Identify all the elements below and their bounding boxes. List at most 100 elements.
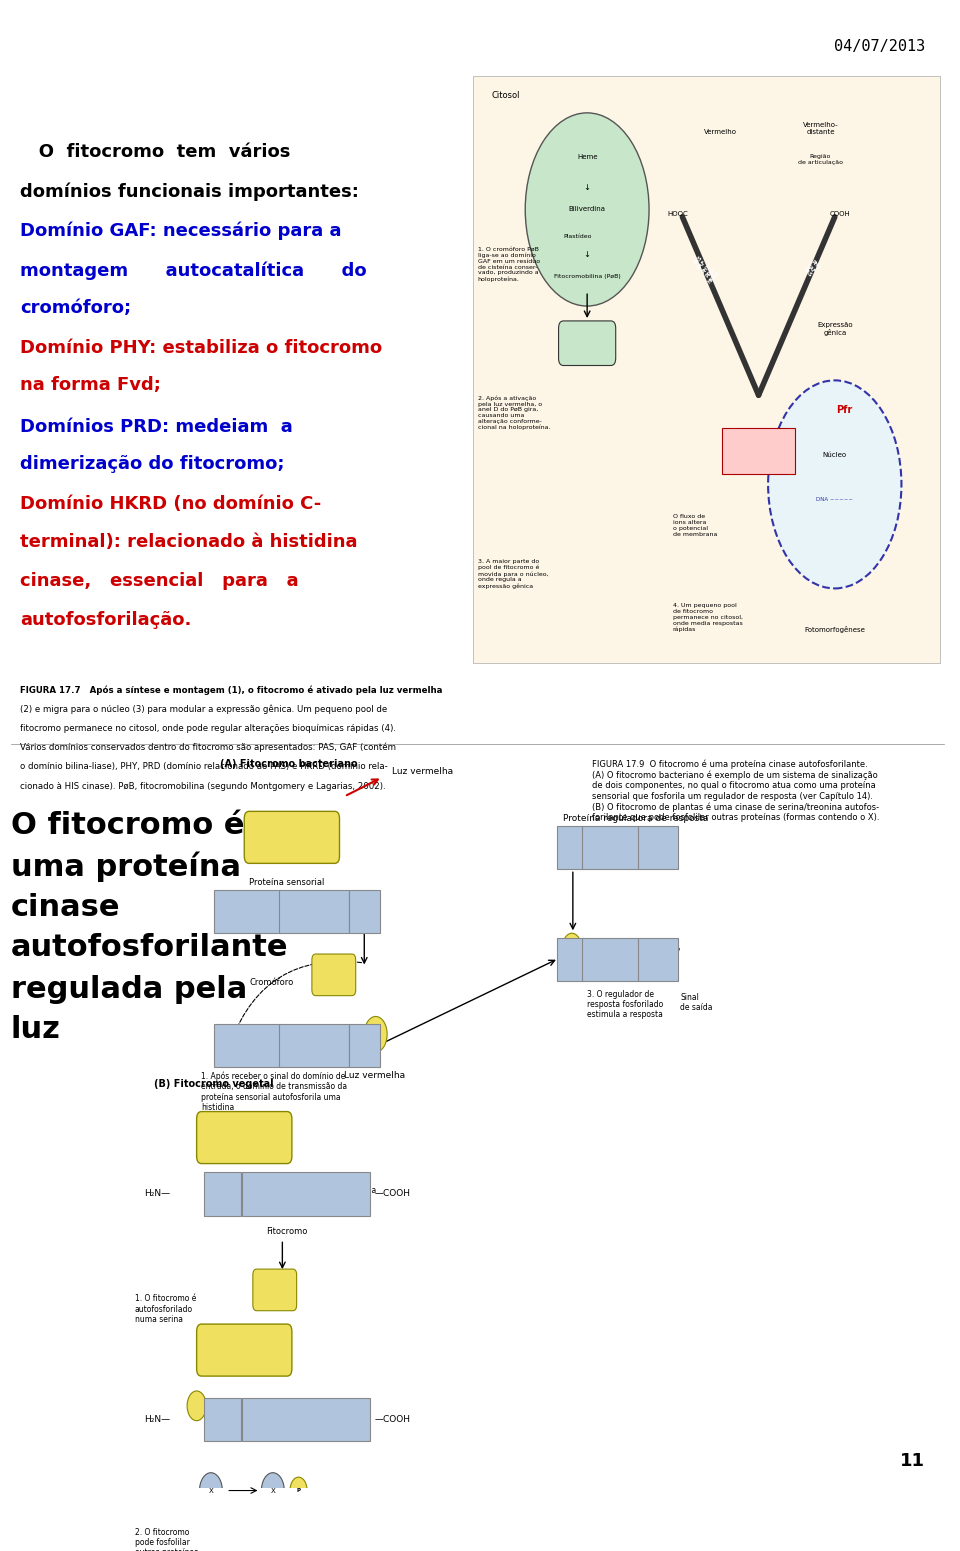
Text: Domínio PHY: estabiliza o fitocromo: Domínio PHY: estabiliza o fitocromo (20, 338, 383, 357)
FancyBboxPatch shape (244, 811, 340, 864)
FancyBboxPatch shape (637, 938, 678, 980)
Text: P: P (297, 1487, 300, 1494)
Circle shape (187, 1391, 206, 1421)
Text: regulada pela: regulada pela (11, 976, 247, 1003)
Text: na forma Fvd;: na forma Fvd; (20, 375, 161, 394)
Text: Asp: Asp (564, 842, 578, 851)
FancyBboxPatch shape (214, 1024, 279, 1067)
Text: Heme: Heme (577, 155, 597, 160)
Text: Cromóforo: Cromóforo (222, 1134, 266, 1143)
Text: ↓: ↓ (584, 183, 590, 192)
Text: ATP: ATP (268, 1286, 281, 1295)
Text: Plastídeo: Plastídeo (564, 234, 591, 239)
Text: Entrada: Entrada (231, 1041, 262, 1048)
Text: Pr: Pr (754, 447, 764, 456)
FancyBboxPatch shape (557, 938, 585, 980)
Text: (2) e migra para o núcleo (3) para modular a expressão gênica. Um pequeno pool d: (2) e migra para o núcleo (3) para modul… (20, 704, 388, 713)
Text: Fitocromobilina (PøB): Fitocromobilina (PøB) (554, 275, 620, 279)
Text: H₂N—: H₂N— (144, 1188, 170, 1197)
Text: Domínios PRD: medeiam  a: Domínios PRD: medeiam a (20, 417, 293, 436)
Text: DNA ~~~~~: DNA ~~~~~ (816, 496, 853, 503)
Text: Expressão
gênica: Expressão gênica (817, 321, 852, 335)
FancyBboxPatch shape (557, 827, 585, 869)
Text: H₂N—: H₂N— (144, 1415, 170, 1424)
Text: 2. Após a ativação
pela luz vermelha, o
anel D do PøB gira,
causando uma
alteraç: 2. Após a ativação pela luz vermelha, o … (478, 396, 550, 430)
Text: montagem      autocatalítica      do: montagem autocatalítica do (20, 262, 367, 281)
Text: X: X (208, 1487, 213, 1494)
Text: ATP: ATP (326, 971, 341, 979)
Text: Núcleo: Núcleo (823, 451, 847, 458)
Circle shape (563, 934, 582, 963)
Text: 3. A maior parte do
pool de fitocromo é
movida para o núcleo,
onde regula a
expr: 3. A maior parte do pool de fitocromo é … (478, 558, 548, 589)
FancyBboxPatch shape (349, 890, 379, 934)
Circle shape (261, 1473, 284, 1509)
Text: P: P (569, 946, 574, 951)
FancyBboxPatch shape (473, 76, 940, 662)
Text: His: His (358, 1041, 371, 1048)
Text: O fitocromo é: O fitocromo é (11, 811, 245, 841)
FancyBboxPatch shape (242, 1399, 370, 1441)
Text: (A) Fitocromo bacteriano: (A) Fitocromo bacteriano (221, 760, 358, 769)
Text: terminal): relacionado à histidina: terminal): relacionado à histidina (20, 534, 358, 552)
Text: uma proteína: uma proteína (11, 851, 241, 883)
Text: Luz vermelha: Luz vermelha (345, 1072, 405, 1081)
Text: Domínio de cinase: Domínio de cinase (267, 1188, 346, 1197)
Text: 2. A proteína sensorial fosforilada
fosforila o regulador de resposta na
posição: 2. A proteína sensorial fosforilada fosf… (239, 1176, 376, 1205)
Circle shape (768, 380, 901, 588)
Text: cromóforo;: cromóforo; (20, 299, 132, 316)
Text: cionado à HIS cinase). PøB, fitocromobilina (segundo Montgomery e Lagarias, 2002: cionado à HIS cinase). PøB, fitocromobil… (20, 782, 386, 791)
Text: Asp: Asp (564, 954, 578, 963)
FancyBboxPatch shape (204, 1173, 241, 1216)
FancyBboxPatch shape (252, 1269, 297, 1311)
Text: 2. O fitocromo
pode fosfolilar
outras proteínas: 2. O fitocromo pode fosfolilar outras pr… (134, 1528, 198, 1551)
Text: o domínio bilina-liase), PHY, PRD (domínio relacionado ao PAS) e HKRD (domínio r: o domínio bilina-liase), PHY, PRD (domín… (20, 762, 388, 771)
Circle shape (290, 1477, 307, 1504)
Text: (B) Fitocromo vegetal: (B) Fitocromo vegetal (154, 1079, 274, 1089)
Text: Ser: Ser (216, 1415, 230, 1424)
Text: Domínio de cinase: Domínio de cinase (267, 1415, 346, 1424)
Text: HOOC: HOOC (667, 211, 688, 217)
Circle shape (364, 1016, 387, 1052)
Text: Fitocromo: Fitocromo (267, 1227, 308, 1236)
Text: 1. Após receber o sinal do domínio de
entrada, o domínio de transmissão da
prote: 1. Após receber o sinal do domínio de en… (202, 1072, 348, 1112)
FancyBboxPatch shape (349, 1024, 379, 1067)
Text: PHY
GAF
PAS: PHY GAF PAS (801, 259, 821, 279)
Text: Vermelho-
distante: Vermelho- distante (803, 123, 838, 135)
Text: Cromóforo: Cromóforo (249, 977, 293, 986)
Text: X: X (271, 1487, 276, 1494)
Text: O fluxo de
ions altera
o potencial
de membrana: O fluxo de ions altera o potencial de me… (673, 513, 717, 537)
Text: —COOH: —COOH (374, 1415, 411, 1424)
Text: fitocromo permanece no citosol, onde pode regular alterações bioquímicas rápidas: fitocromo permanece no citosol, onde pod… (20, 724, 396, 732)
Text: O  fitocromo  tem  vários: O fitocromo tem vários (20, 143, 291, 161)
Text: PøB: PøB (579, 338, 595, 347)
Text: Sinal
de saída: Sinal de saída (681, 993, 713, 1013)
Text: Ser: Ser (216, 1188, 230, 1197)
Text: Transmissor: Transmissor (291, 906, 337, 915)
Text: luz: luz (11, 1014, 60, 1044)
Text: Saída: Saída (647, 954, 668, 963)
Text: cinase: cinase (11, 893, 120, 923)
FancyBboxPatch shape (204, 1399, 241, 1441)
Text: 1. O fitocromo é
autofosforilado
numa serina: 1. O fitocromo é autofosforilado numa se… (134, 1295, 196, 1325)
Text: —COOH: —COOH (374, 1188, 411, 1197)
Text: 3. O regulador de
resposta fosforilado
estimula a resposta: 3. O regulador de resposta fosforilado e… (588, 990, 663, 1019)
FancyBboxPatch shape (278, 1024, 349, 1067)
Text: FIGURA 17.9  O fitocromo é uma proteína cinase autofosforilante.
(A) O fitocromo: FIGURA 17.9 O fitocromo é uma proteína c… (592, 760, 879, 822)
FancyBboxPatch shape (583, 827, 638, 869)
Text: Cromóforo: Cromóforo (222, 1346, 266, 1356)
Text: FIGURA 17.7   Após a síntese e montagem (1), o fitocromo é ativado pela luz verm: FIGURA 17.7 Após a síntese e montagem (1… (20, 686, 443, 695)
Text: autofosforilante: autofosforilante (11, 934, 288, 962)
Text: P: P (194, 1404, 199, 1408)
Text: Citosol: Citosol (492, 90, 520, 99)
Text: domínios funcionais importantes:: domínios funcionais importantes: (20, 183, 359, 202)
Text: Vermelho: Vermelho (704, 129, 737, 135)
FancyBboxPatch shape (312, 954, 356, 996)
Text: Região
de articulação: Região de articulação (798, 154, 843, 164)
Text: Vários domínios conservados dentro do fitocromo são apresentados: PAS, GAF (cont: Vários domínios conservados dentro do fi… (20, 743, 396, 752)
Text: His: His (358, 906, 371, 915)
FancyBboxPatch shape (214, 890, 279, 934)
Text: Receptor: Receptor (593, 842, 628, 851)
FancyBboxPatch shape (278, 890, 349, 934)
Text: 1. O cromóforo PøB
liga-se ao domínio
GAF em um resíduo
de cisteína conser-
vado: 1. O cromóforo PøB liga-se ao domínio GA… (478, 247, 540, 282)
Text: cinase,   essencial   para   a: cinase, essencial para a (20, 572, 300, 589)
